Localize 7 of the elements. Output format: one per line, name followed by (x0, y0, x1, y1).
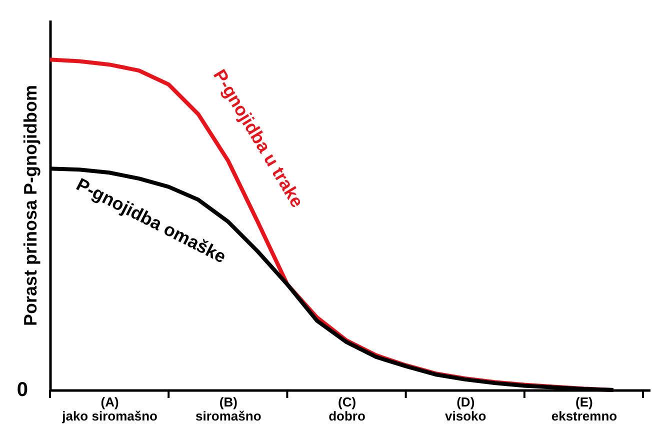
x-tick-label: (D) visoko (445, 394, 486, 424)
text: 0 (16, 379, 28, 401)
y-axis-title: Porast prinosa P-gnojidbom (20, 84, 40, 326)
x-tick-label: (C) dobro (328, 394, 366, 424)
x-tick-label: (E) ekstremno (551, 394, 618, 424)
x-tick-label: (A) jako siromašno (61, 394, 158, 424)
x-tick-label: (B) siromašno (196, 394, 262, 424)
